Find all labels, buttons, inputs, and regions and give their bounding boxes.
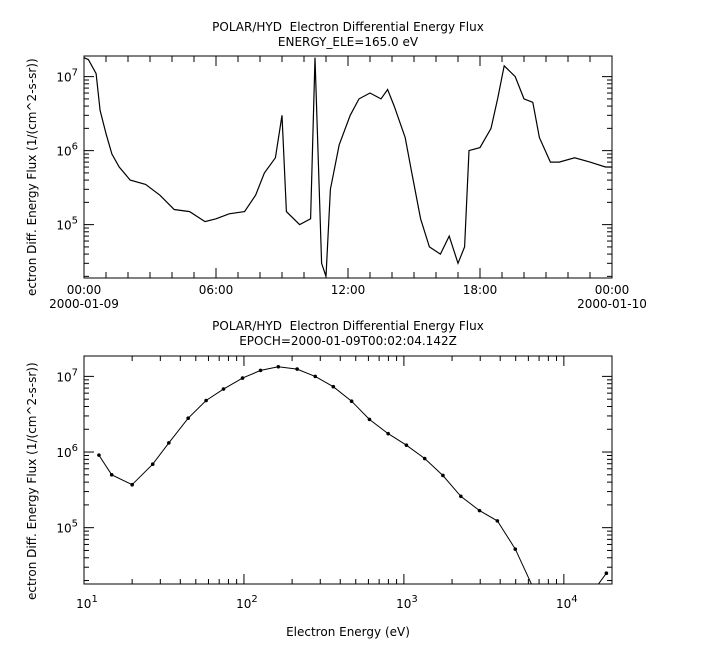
y-tick-label: 106 [56, 443, 78, 460]
top-plot-frame [83, 55, 613, 279]
spectrum-point [459, 494, 463, 499]
bottom-panel: POLAR/HYD Electron Differential Energy F… [25, 319, 613, 639]
top-y-axis-label: ectron Diff. Energy Flux (1/(cm^2-s-sr)) [25, 58, 39, 296]
x-tick-date: 2000-01-09 [49, 297, 119, 311]
spectrum-point [349, 399, 354, 403]
spectrum-point [109, 472, 114, 477]
spectrum-point [204, 398, 208, 403]
bottom-plot-frame [83, 355, 613, 585]
y-tick-label: 107 [56, 68, 78, 85]
x-tick-label: 101 [76, 594, 98, 611]
spectrum-point [367, 417, 372, 422]
spectrum-point [477, 508, 482, 513]
x-tick-label: 00:00 [67, 283, 102, 297]
x-tick-label: 06:00 [199, 283, 234, 297]
x-tick-label: 104 [556, 594, 578, 611]
bottom-title: POLAR/HYD Electron Differential Energy F… [212, 319, 484, 333]
x-tick-label: 103 [396, 594, 418, 611]
top-title: POLAR/HYD Electron Differential Energy F… [212, 20, 484, 34]
spectrum-point [295, 367, 299, 371]
top-panel: POLAR/HYD Electron Differential Energy F… [25, 20, 647, 311]
spectrum-point [167, 441, 171, 445]
flux-time-series-line [84, 57, 612, 277]
bottom-y-axis-label: ectron Diff. Energy Flux (1/(cm^2-s-sr)) [25, 362, 39, 600]
spectrum-point [441, 473, 445, 478]
spectrum-point [404, 443, 409, 448]
x-tick-label: 102 [236, 594, 258, 611]
spectrum-point [221, 387, 226, 391]
y-tick-label: 106 [56, 142, 78, 159]
bottom-subtitle: EPOCH=2000-01-09T00:02:04.142Z [239, 334, 457, 348]
spectrum-point [313, 374, 318, 379]
spectrum-point [422, 456, 427, 461]
x-tick-label: 18:00 [463, 283, 498, 297]
x-tick-date: 2000-01-10 [577, 297, 647, 311]
y-tick-label: 105 [56, 216, 78, 233]
x-tick-label: 00:00 [595, 283, 630, 297]
spectrum-point [240, 376, 245, 380]
bottom-x-axis-label: Electron Energy (eV) [286, 625, 410, 639]
spectrum-point [150, 462, 155, 467]
y-tick-label: 107 [56, 367, 78, 384]
x-tick-label: 12:00 [331, 283, 366, 297]
spectrum-point [386, 431, 390, 436]
top-subtitle: ENERGY_ELE=165.0 eV [278, 35, 419, 49]
spectrum-point [186, 416, 190, 421]
spectrum-point [495, 519, 500, 523]
spectrum-point [130, 482, 134, 487]
spectrum-point [331, 384, 336, 389]
spectrum-point [276, 364, 281, 369]
spectrum-point [513, 547, 518, 551]
y-tick-label: 105 [56, 519, 78, 536]
spectrum-point [604, 571, 609, 576]
spectrum-point [258, 368, 263, 373]
spectrum-point [97, 453, 101, 457]
